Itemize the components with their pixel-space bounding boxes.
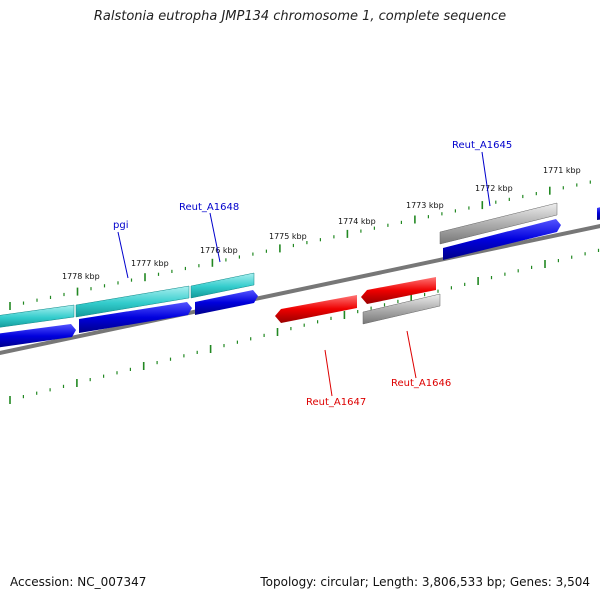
- gene-feature-pgi[interactable]: [75, 285, 190, 318]
- scale-label-1771: 1771 kbp: [543, 166, 581, 175]
- scale-label-1777: 1777 kbp: [131, 259, 169, 268]
- cds-arrow-reut-a1648[interactable]: [195, 290, 258, 315]
- gene-feature-reut-a1648[interactable]: [190, 272, 255, 299]
- cds-arrow[interactable]: [0, 324, 76, 348]
- gene-feature-reut-a1646[interactable]: [362, 293, 441, 325]
- gene-label-reut-a1648[interactable]: Reut_A1648: [179, 202, 239, 213]
- scale-label-1773: 1773 kbp: [406, 201, 444, 210]
- gene-feature-reut-a1645[interactable]: [439, 202, 558, 245]
- gene-label-reut-a1645[interactable]: Reut_A1645: [452, 140, 512, 151]
- cds-arrow-reut-a1647[interactable]: [275, 295, 357, 323]
- topology-label: Topology: circular; Length: 3,806,533 bp…: [260, 575, 590, 589]
- outer-tick-track: [9, 180, 591, 310]
- accession-label: Accession: NC_007347: [10, 575, 147, 589]
- gene-feature[interactable]: [0, 304, 75, 328]
- reverse-cds-track: [275, 277, 441, 325]
- scale-label-1775: 1775 kbp: [269, 232, 307, 241]
- forward-cds-track: [0, 206, 600, 348]
- scale-label-1776: 1776 kbp: [200, 246, 238, 255]
- scale-labels: 1771 kbp 1772 kbp 1773 kbp 1774 kbp 1775…: [62, 166, 581, 281]
- gene-label-reut-a1646[interactable]: Reut_A1646: [391, 378, 451, 389]
- forward-gene-track: [0, 202, 558, 328]
- inner-tick-track: [9, 248, 600, 404]
- gene-leader-lines: [117, 151, 491, 397]
- gene-label-pgi[interactable]: pgi: [113, 220, 128, 231]
- cds-arrow-pgi[interactable]: [79, 302, 192, 333]
- cds-arrow-reut-a1646[interactable]: [361, 277, 436, 304]
- gene-label-reut-a1647[interactable]: Reut_A1647: [306, 397, 366, 408]
- scale-label-1778: 1778 kbp: [62, 272, 100, 281]
- chromosome-backbone: [0, 224, 600, 355]
- map-title: Ralstonia eutropha JMP134 chromosome 1, …: [93, 9, 507, 24]
- gene-labels: pgi Reut_A1648 Reut_A1645 Reut_A1647 Reu…: [113, 140, 512, 408]
- scale-label-1774: 1774 kbp: [338, 217, 376, 226]
- cds-arrow-edge[interactable]: [597, 206, 600, 220]
- cds-arrow-reut-a1645[interactable]: [443, 219, 561, 260]
- scale-label-1772: 1772 kbp: [475, 184, 513, 193]
